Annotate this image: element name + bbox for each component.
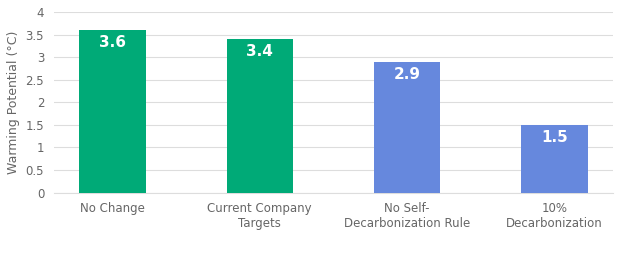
Text: 2.9: 2.9 xyxy=(394,67,420,82)
Text: 3.4: 3.4 xyxy=(246,45,273,59)
Bar xyxy=(227,39,293,192)
Y-axis label: Warming Potential (°C): Warming Potential (°C) xyxy=(7,31,20,174)
Bar xyxy=(79,30,146,192)
Text: 1.5: 1.5 xyxy=(541,130,568,145)
Bar xyxy=(521,125,588,192)
Bar xyxy=(374,62,440,192)
Text: 3.6: 3.6 xyxy=(99,35,126,50)
